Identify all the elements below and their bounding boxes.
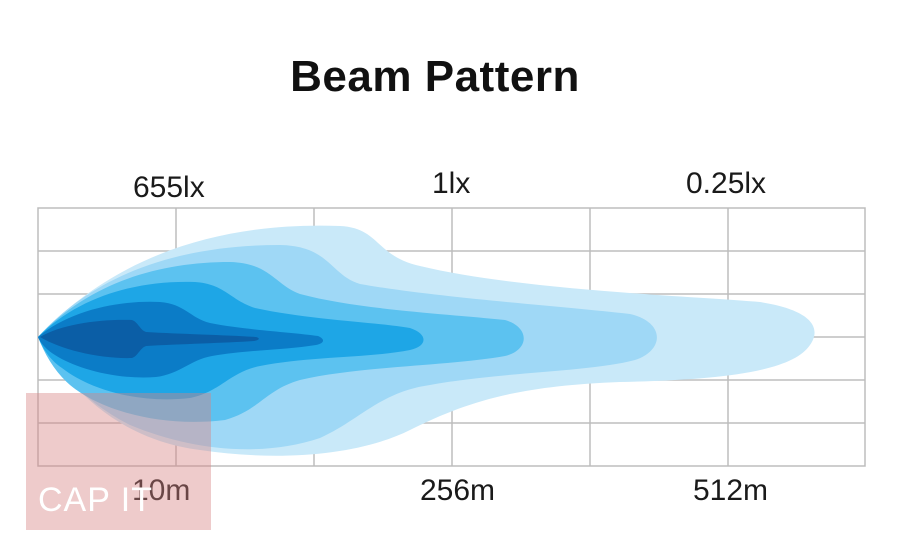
lux-label-655: 655lx [133, 171, 205, 204]
distance-label-512m: 512m [693, 474, 769, 507]
lux-label-025: 0.25lx [686, 167, 767, 200]
watermark-logo: CAP IT [26, 393, 211, 530]
diagram-title: Beam Pattern [290, 52, 580, 101]
distance-label-10m: 10m [132, 474, 191, 507]
lux-label-1: 1lx [432, 167, 471, 200]
beam-zone-core [40, 319, 259, 359]
distance-label-256m: 256m [420, 474, 496, 507]
watermark-text: CAP IT [38, 481, 153, 519]
